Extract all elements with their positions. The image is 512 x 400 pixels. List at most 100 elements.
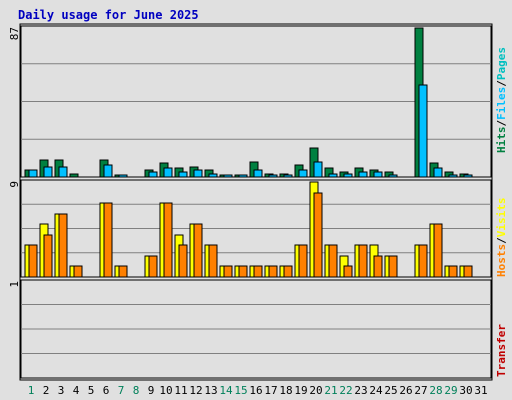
day-label-20: 20 xyxy=(309,384,322,397)
bar-files-day-2 xyxy=(43,166,53,178)
day-label-11: 11 xyxy=(174,384,187,397)
day-label-9: 9 xyxy=(148,384,155,397)
day-label-13: 13 xyxy=(204,384,217,397)
bar-files-day-21 xyxy=(328,173,338,178)
bar-files-day-29 xyxy=(448,174,458,178)
legend-entry: / xyxy=(495,120,508,127)
day-label-23: 23 xyxy=(354,384,367,397)
bar-hosts-day-2 xyxy=(43,234,53,278)
bar-hosts-day-6 xyxy=(103,202,113,278)
bar-files-day-22 xyxy=(343,173,353,178)
day-label-17: 17 xyxy=(264,384,277,397)
legend-entry: Transfer xyxy=(495,324,508,377)
bar-files-day-23 xyxy=(358,171,368,178)
day-label-16: 16 xyxy=(249,384,262,397)
bar-hits-day-4 xyxy=(69,173,79,178)
day-label-14: 14 xyxy=(219,384,233,397)
legend-transfer: Transfer xyxy=(495,324,508,377)
ymax-label-transfer: 1 xyxy=(8,281,21,288)
day-label-6: 6 xyxy=(103,384,110,397)
bar-files-day-17 xyxy=(268,174,278,178)
legend-entry: Pages xyxy=(495,47,508,80)
bar-files-day-13 xyxy=(208,173,218,178)
bar-hosts-day-17 xyxy=(268,265,278,278)
bar-hosts-day-10 xyxy=(163,202,173,278)
ymax-label-hosts-visits: 9 xyxy=(8,181,21,188)
bar-files-day-6 xyxy=(103,164,113,178)
day-label-29: 29 xyxy=(444,384,457,397)
day-label-5: 5 xyxy=(88,384,95,397)
bar-hosts-day-29 xyxy=(448,265,458,278)
bar-files-day-3 xyxy=(58,166,68,178)
bar-files-day-10 xyxy=(163,167,173,178)
bar-files-day-16 xyxy=(253,169,263,178)
day-label-30: 30 xyxy=(459,384,472,397)
day-label-18: 18 xyxy=(279,384,292,397)
bar-files-day-11 xyxy=(178,171,188,178)
chart-title: Daily usage for June 2025 xyxy=(18,8,199,22)
legend-entry: Hits xyxy=(495,127,508,154)
bar-files-day-9 xyxy=(148,171,158,178)
day-label-8: 8 xyxy=(133,384,140,397)
day-label-31: 31 xyxy=(474,384,487,397)
bar-hosts-day-25 xyxy=(388,255,398,278)
day-label-28: 28 xyxy=(429,384,442,397)
bar-files-day-27 xyxy=(418,84,428,178)
bar-hosts-day-28 xyxy=(433,223,443,278)
bar-hosts-day-24 xyxy=(373,255,383,278)
bar-files-day-7 xyxy=(118,174,128,178)
bar-hosts-day-13 xyxy=(208,244,218,278)
bar-files-day-18 xyxy=(283,174,293,178)
bar-hosts-day-22 xyxy=(343,265,353,278)
bar-files-day-30 xyxy=(463,174,473,178)
bar-files-day-14 xyxy=(223,174,233,178)
bar-hosts-day-27 xyxy=(418,244,428,278)
day-label-3: 3 xyxy=(58,384,65,397)
bar-hosts-day-18 xyxy=(283,265,293,278)
day-label-19: 19 xyxy=(294,384,307,397)
bar-files-day-20 xyxy=(313,161,323,178)
bar-hosts-day-1 xyxy=(28,244,38,278)
legend-entry: Visits xyxy=(495,198,508,238)
bar-files-day-15 xyxy=(238,174,248,178)
bar-hosts-day-23 xyxy=(358,244,368,278)
legend-entry: Hosts xyxy=(495,244,508,277)
day-label-26: 26 xyxy=(399,384,412,397)
day-label-24: 24 xyxy=(369,384,383,397)
bar-hosts-day-19 xyxy=(298,244,308,278)
bar-files-day-24 xyxy=(373,171,383,178)
bar-files-day-1 xyxy=(28,169,38,178)
day-label-22: 22 xyxy=(339,384,352,397)
bar-hosts-day-14 xyxy=(223,265,233,278)
day-label-21: 21 xyxy=(324,384,337,397)
bar-files-day-12 xyxy=(193,169,203,178)
bar-hosts-day-7 xyxy=(118,265,128,278)
day-label-7: 7 xyxy=(118,384,125,397)
legend-entry: Files xyxy=(495,87,508,120)
bar-hosts-day-4 xyxy=(73,265,83,278)
bar-files-day-19 xyxy=(298,169,308,178)
legend-entry: / xyxy=(495,80,508,87)
day-label-12: 12 xyxy=(189,384,202,397)
bar-hosts-day-11 xyxy=(178,244,188,278)
legend-entry: / xyxy=(495,237,508,244)
day-label-2: 2 xyxy=(43,384,50,397)
bar-hosts-day-3 xyxy=(58,213,68,278)
legend-hits-files-pages: Hits/Files/Pages xyxy=(495,47,508,153)
bar-hosts-day-21 xyxy=(328,244,338,278)
day-label-4: 4 xyxy=(73,384,80,397)
day-label-25: 25 xyxy=(384,384,397,397)
day-label-1: 1 xyxy=(28,384,35,397)
bar-files-day-28 xyxy=(433,167,443,178)
legend-hosts-visits: Hosts/Visits xyxy=(495,198,508,278)
bar-hosts-day-30 xyxy=(463,265,473,278)
bar-hosts-day-12 xyxy=(193,223,203,278)
bar-files-day-25 xyxy=(388,174,398,178)
bar-hosts-day-20 xyxy=(313,192,323,278)
bar-hosts-day-15 xyxy=(238,265,248,278)
day-label-10: 10 xyxy=(159,384,172,397)
bar-hosts-day-9 xyxy=(148,255,158,278)
day-label-27: 27 xyxy=(414,384,427,397)
bar-hosts-day-16 xyxy=(253,265,263,278)
